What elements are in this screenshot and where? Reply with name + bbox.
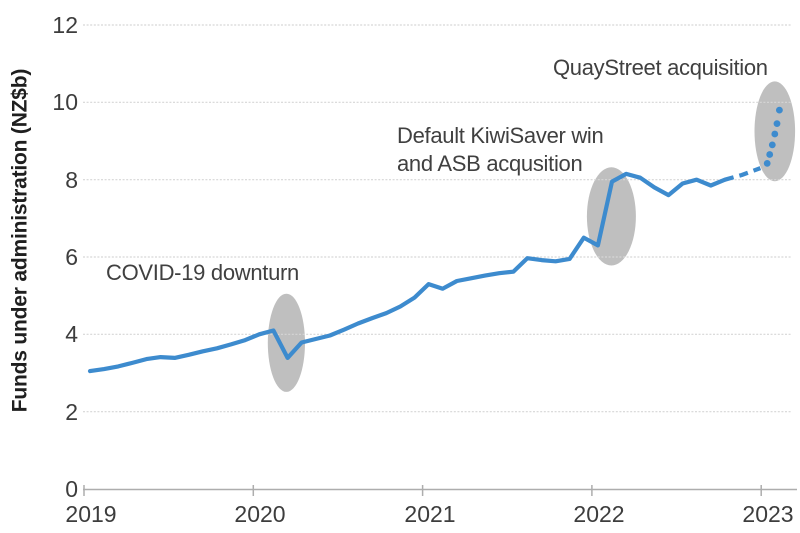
- projected-dot-2: [768, 141, 776, 149]
- dashed-data-line: [724, 166, 762, 182]
- y-tick-label-2: 2: [65, 399, 78, 425]
- x-tick-label-2020: 2020: [234, 501, 286, 527]
- annotation-quaystreet: QuayStreet acquisition: [553, 55, 768, 80]
- annotation-covid-downturn: COVID-19 downturn: [106, 260, 299, 285]
- annotation-kiwisaver-asb: Default KiwiSaver win and ASB acqusition: [397, 123, 604, 176]
- projected-dot-4: [773, 120, 781, 127]
- y-tick-label-10: 10: [52, 89, 78, 115]
- projected-dot-0: [763, 160, 771, 167]
- y-tick-label-8: 8: [65, 167, 78, 193]
- y-tick-label-6: 6: [65, 244, 78, 270]
- projected-dot-5: [776, 106, 783, 114]
- projected-dot-1: [766, 151, 774, 158]
- covid-downturn-highlight-ellipse: [267, 293, 305, 392]
- x-tick-label-2023: 2023: [742, 501, 794, 527]
- projected-dot-3: [771, 130, 779, 138]
- solid-data-line: [87, 171, 727, 374]
- y-tick-label-4: 4: [65, 321, 78, 347]
- y-tick-label-0: 0: [65, 476, 78, 502]
- x-tick-label-2019: 2019: [65, 501, 117, 527]
- x-tick-label-2021: 2021: [404, 501, 456, 527]
- x-tick-label-2022: 2022: [573, 501, 625, 527]
- y-tick-label-12: 12: [52, 12, 78, 38]
